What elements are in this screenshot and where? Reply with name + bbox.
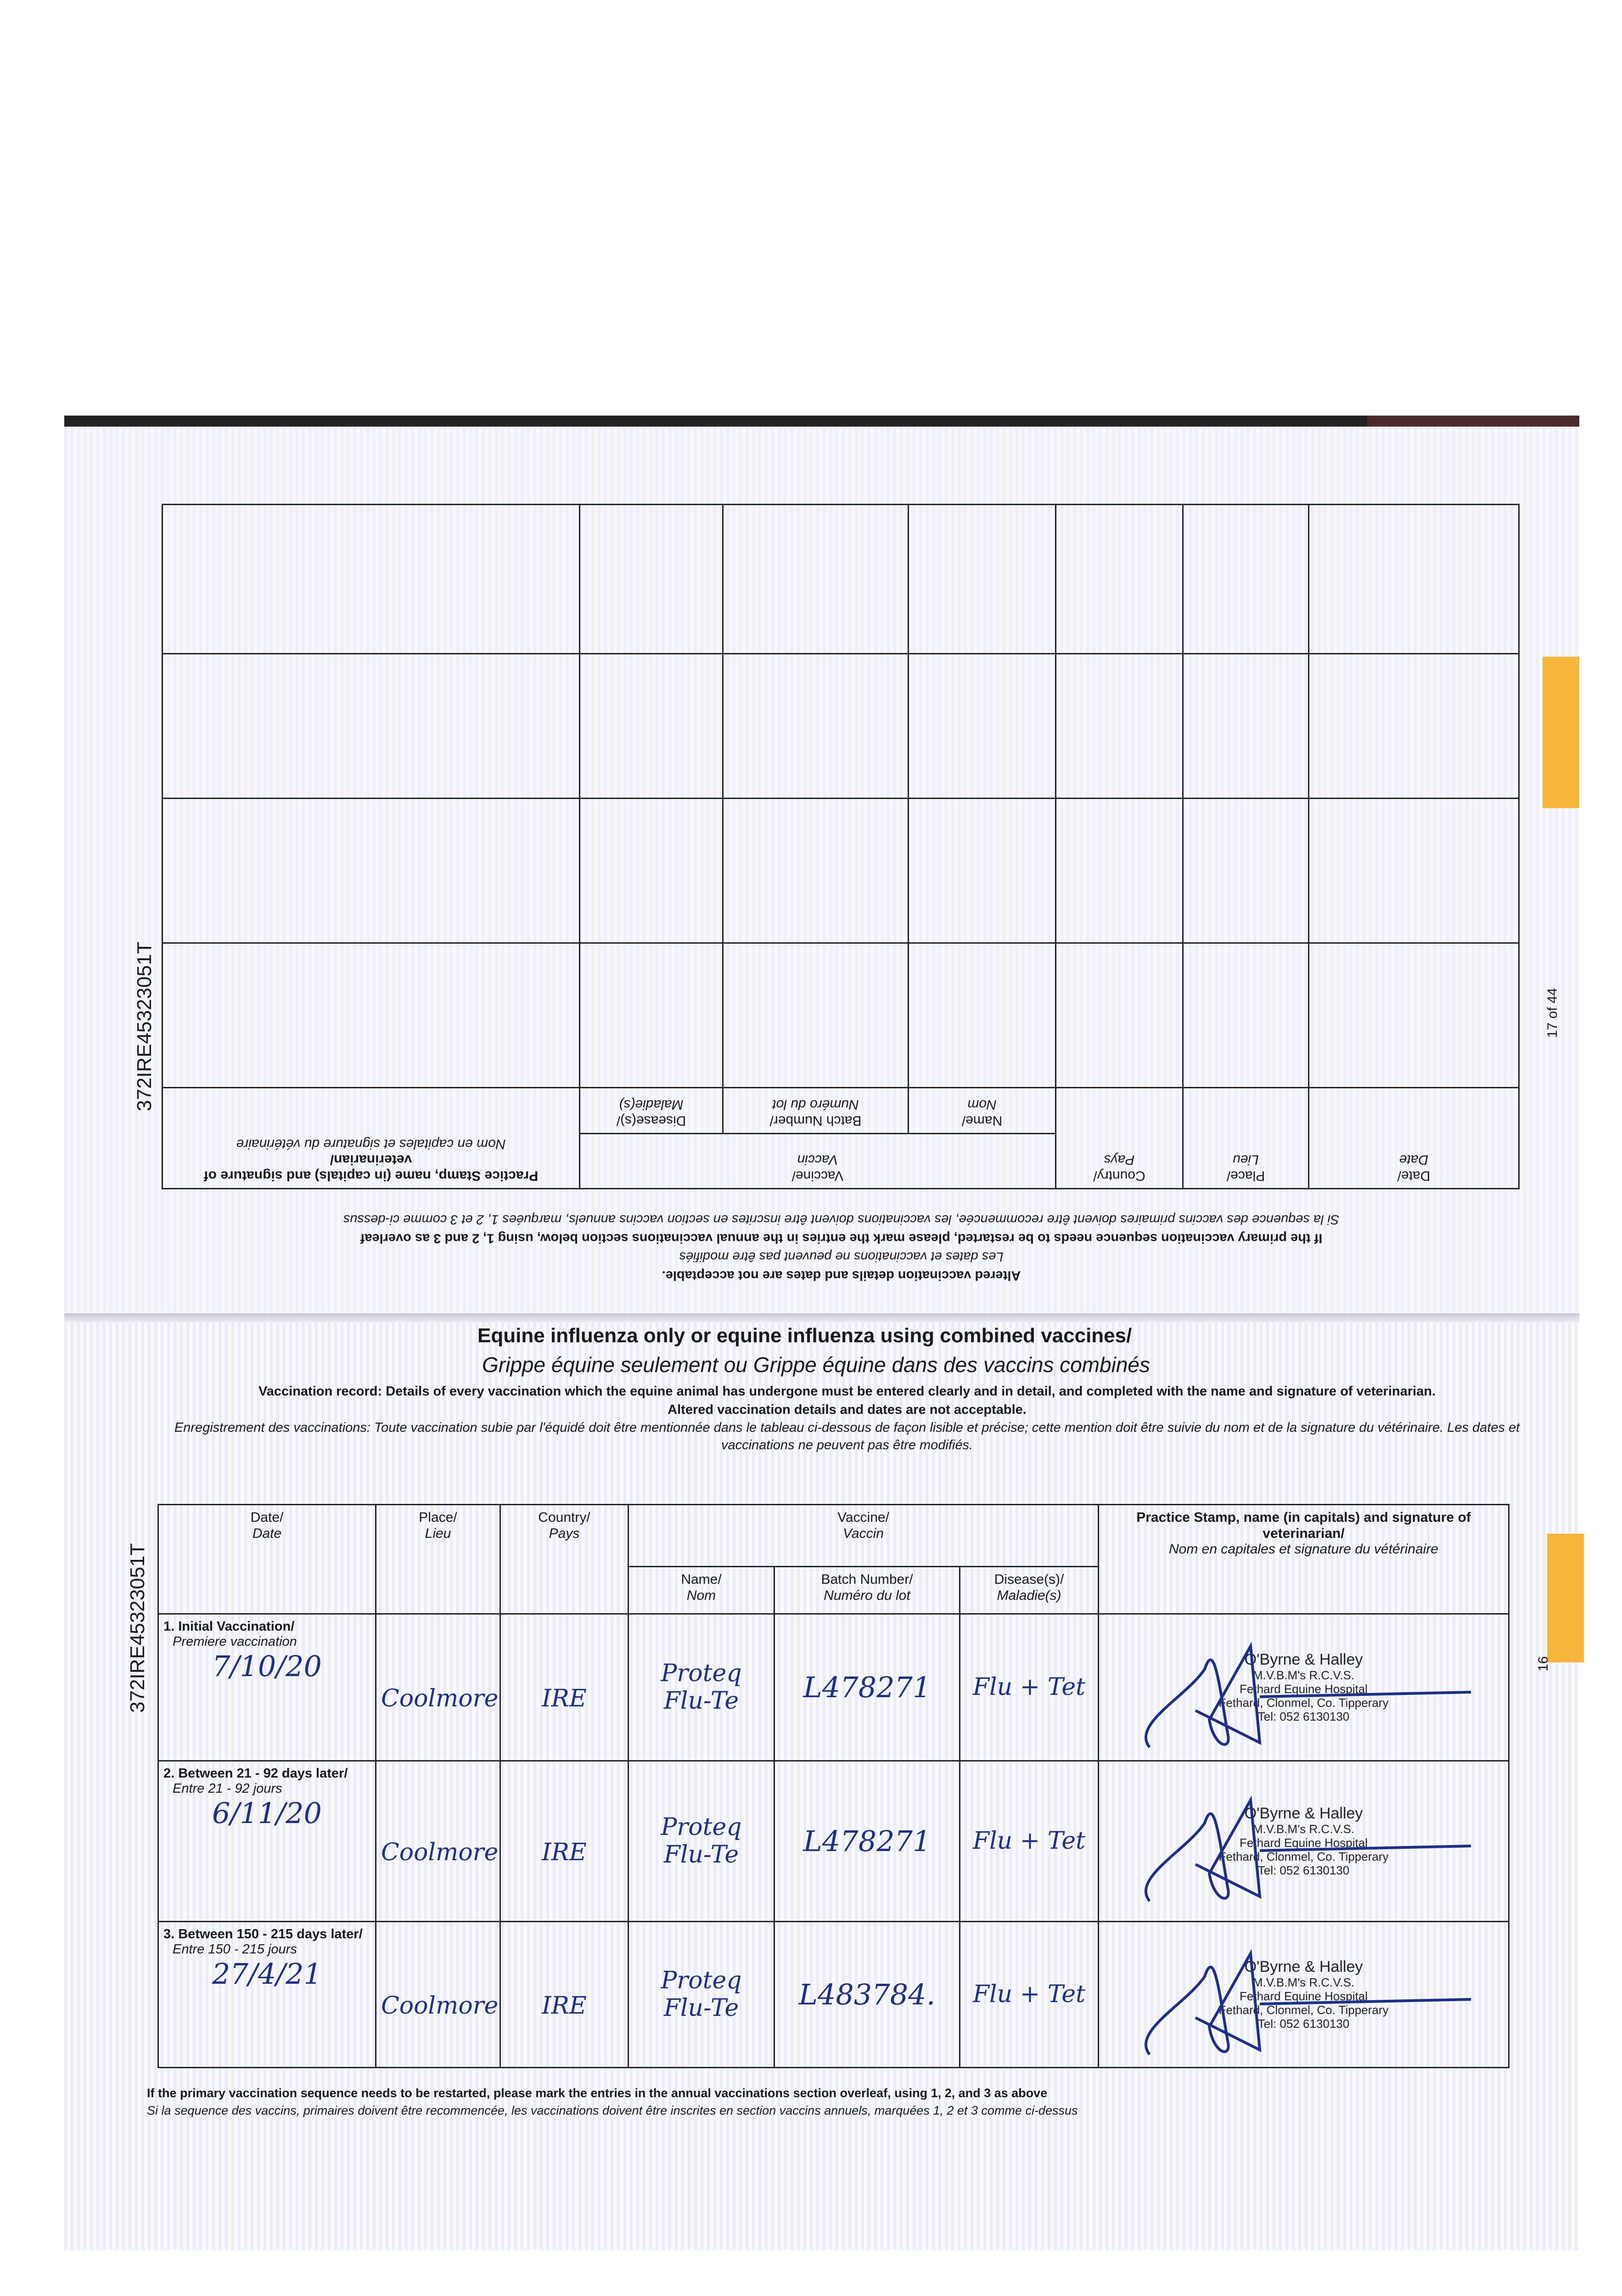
orange-index-tab bbox=[1547, 1534, 1584, 1662]
veterinarian-signature bbox=[1145, 1949, 1471, 2056]
batch-number-cell: L478271 bbox=[774, 1613, 960, 1761]
section-title-fr: Grippe équine seulement ou Grippe équine… bbox=[482, 1353, 1150, 1377]
footer-note-fr: Si la sequence des vaccins, primaires do… bbox=[147, 2103, 1078, 2117]
veterinarian-signature bbox=[1145, 1642, 1471, 1749]
header-vaccine: Vaccine/Vaccin bbox=[628, 1504, 1099, 1567]
table-row: 3. Between 150 - 215 days later/Entre 15… bbox=[157, 1921, 1510, 2068]
record-instructions-fr: Enregistrement des vaccinations: Toute v… bbox=[174, 1420, 1520, 1453]
page-fold bbox=[64, 1313, 1579, 1322]
section-title: Equine influenza only or equine influenz… bbox=[477, 1324, 1132, 1347]
footer-note: If the primary vaccination sequence need… bbox=[147, 2086, 1048, 2100]
disease-cell: Flu + Tet bbox=[959, 1760, 1099, 1922]
row-label-fr: Premiere vaccination bbox=[173, 1634, 297, 1649]
empty-vaccination-table: Date/Date Place/Lieu Country/Pays Vaccin… bbox=[162, 504, 1520, 1189]
vaccine-name-cell: Proteq Flu-Te bbox=[628, 1613, 775, 1761]
row-label: 3. Between 150 - 215 days later/ bbox=[163, 1927, 363, 1941]
country-cell: IRE bbox=[500, 1613, 629, 1761]
handwritten-date: 7/10/20 bbox=[212, 1649, 322, 1683]
note-text: If the primary vaccination sequence need… bbox=[360, 1231, 1323, 1246]
row-label-fr: Entre 21 - 92 jours bbox=[173, 1781, 282, 1796]
page-number: 16 bbox=[1536, 1656, 1551, 1671]
header-country: Country/Pays bbox=[500, 1504, 629, 1615]
disease-cell: Flu + Tet bbox=[959, 1613, 1099, 1761]
place-cell: Coolmore bbox=[375, 1613, 501, 1761]
document-id-label: 372IRE45323051T bbox=[133, 941, 156, 1111]
header-name: Name/Nom bbox=[908, 1087, 1056, 1134]
date-cell: 1. Initial Vaccination/Premiere vaccinat… bbox=[157, 1613, 376, 1761]
table-row bbox=[162, 943, 1519, 1088]
table-row bbox=[162, 653, 1519, 799]
document-id-label: 372IRE45323051T bbox=[126, 1543, 149, 1713]
header-stamp: Practice Stamp, name (in capitals) and s… bbox=[1098, 1504, 1510, 1615]
footer-notes: If the primary vaccination sequence need… bbox=[147, 2085, 1570, 2120]
header-stamp: Practice Stamp, name (in capitals) and s… bbox=[162, 1087, 580, 1189]
header-name: Name/Nom bbox=[628, 1566, 775, 1615]
note-text: Si la sequence des vaccins primaires doi… bbox=[343, 1212, 1340, 1227]
orange-index-tab bbox=[1543, 657, 1579, 808]
table-row: 2. Between 21 - 92 days later/Entre 21 -… bbox=[157, 1760, 1510, 1922]
stamp-cell: O'Byrne & Halley M.V.B.M's R.C.V.S. Fethar… bbox=[1098, 1760, 1510, 1922]
header-date: Date/Date bbox=[157, 1504, 376, 1615]
header-vaccine: Vaccine/Vaccin bbox=[579, 1133, 1056, 1189]
batch-number-cell: L478271 bbox=[774, 1760, 960, 1922]
vaccination-record-table: Date/Date Place/Lieu Country/Pays Vaccin… bbox=[157, 1504, 1510, 2068]
date-cell: 3. Between 150 - 215 days later/Entre 15… bbox=[157, 1921, 376, 2068]
place-cell: Coolmore bbox=[375, 1760, 501, 1922]
handwritten-date: 27/4/21 bbox=[212, 1957, 322, 1991]
date-cell: 2. Between 21 - 92 days later/Entre 21 -… bbox=[157, 1760, 376, 1922]
veterinarian-signature bbox=[1145, 1795, 1471, 1902]
note-text: Altered vaccination details and dates ar… bbox=[662, 1268, 1021, 1283]
upper-page bbox=[64, 422, 1579, 1322]
header-place: Place/Lieu bbox=[1183, 1087, 1309, 1189]
practice-stamp: O'Byrne & Halley M.V.B.M's R.C.V.S. Fethar… bbox=[1104, 1795, 1504, 1902]
header-batch: Batch Number/Numéro du lot bbox=[723, 1087, 909, 1134]
country-cell: IRE bbox=[500, 1760, 629, 1922]
practice-stamp: O'Byrne & Halley M.V.B.M's R.C.V.S. Fethar… bbox=[1104, 1642, 1504, 1749]
table-row bbox=[162, 798, 1519, 943]
page-number: 17 of 44 bbox=[1545, 988, 1560, 1038]
upper-vaccination-section: Date/Date Place/Lieu Country/Pays Vaccin… bbox=[162, 504, 1520, 1189]
row-label-fr: Entre 150 - 215 jours bbox=[173, 1942, 297, 1957]
country-cell: IRE bbox=[500, 1921, 629, 2068]
record-instructions-block: Vaccination record: Details of every vac… bbox=[170, 1383, 1524, 1455]
header-place: Place/Lieu bbox=[375, 1504, 501, 1615]
record-instructions: Vaccination record: Details of every vac… bbox=[258, 1384, 1436, 1399]
table-row: 1. Initial Vaccination/Premiere vaccinat… bbox=[157, 1613, 1510, 1761]
row-label: 2. Between 21 - 92 days later/ bbox=[163, 1766, 348, 1781]
upper-notes: Altered vaccination details and dates ar… bbox=[163, 1210, 1520, 1284]
stamp-cell: O'Byrne & Halley M.V.B.M's R.C.V.S. Fethar… bbox=[1098, 1921, 1510, 2068]
header-disease: Disease(s)/Maladie(s) bbox=[579, 1087, 723, 1134]
record-instructions-altered: Altered vaccination details and dates ar… bbox=[668, 1402, 1027, 1417]
vaccine-name-cell: Proteq Flu-Te bbox=[628, 1760, 775, 1922]
header-country: Country/Pays bbox=[1055, 1087, 1183, 1189]
handwritten-date: 6/11/20 bbox=[212, 1796, 322, 1830]
note-text: Les dates et vaccinations ne peuvent pas… bbox=[679, 1249, 1004, 1264]
page-edge-shadow bbox=[64, 416, 1579, 427]
row-label: 1. Initial Vaccination/ bbox=[163, 1619, 295, 1634]
place-cell: Coolmore bbox=[375, 1921, 501, 2068]
practice-stamp: O'Byrne & Halley M.V.B.M's R.C.V.S. Fethar… bbox=[1104, 1949, 1504, 2056]
header-batch: Batch Number/Numéro du lot bbox=[774, 1566, 960, 1615]
batch-number-cell: L483784. bbox=[774, 1921, 960, 2068]
header-disease: Disease(s)/Maladie(s) bbox=[959, 1566, 1099, 1615]
header-date: Date/Date bbox=[1308, 1087, 1519, 1189]
vaccine-name-cell: Proteq Flu-Te bbox=[628, 1921, 775, 2068]
stamp-cell: O'Byrne & Halley M.V.B.M's R.C.V.S. Fethar… bbox=[1098, 1613, 1510, 1761]
table-row bbox=[162, 504, 1519, 654]
disease-cell: Flu + Tet bbox=[959, 1921, 1099, 2068]
